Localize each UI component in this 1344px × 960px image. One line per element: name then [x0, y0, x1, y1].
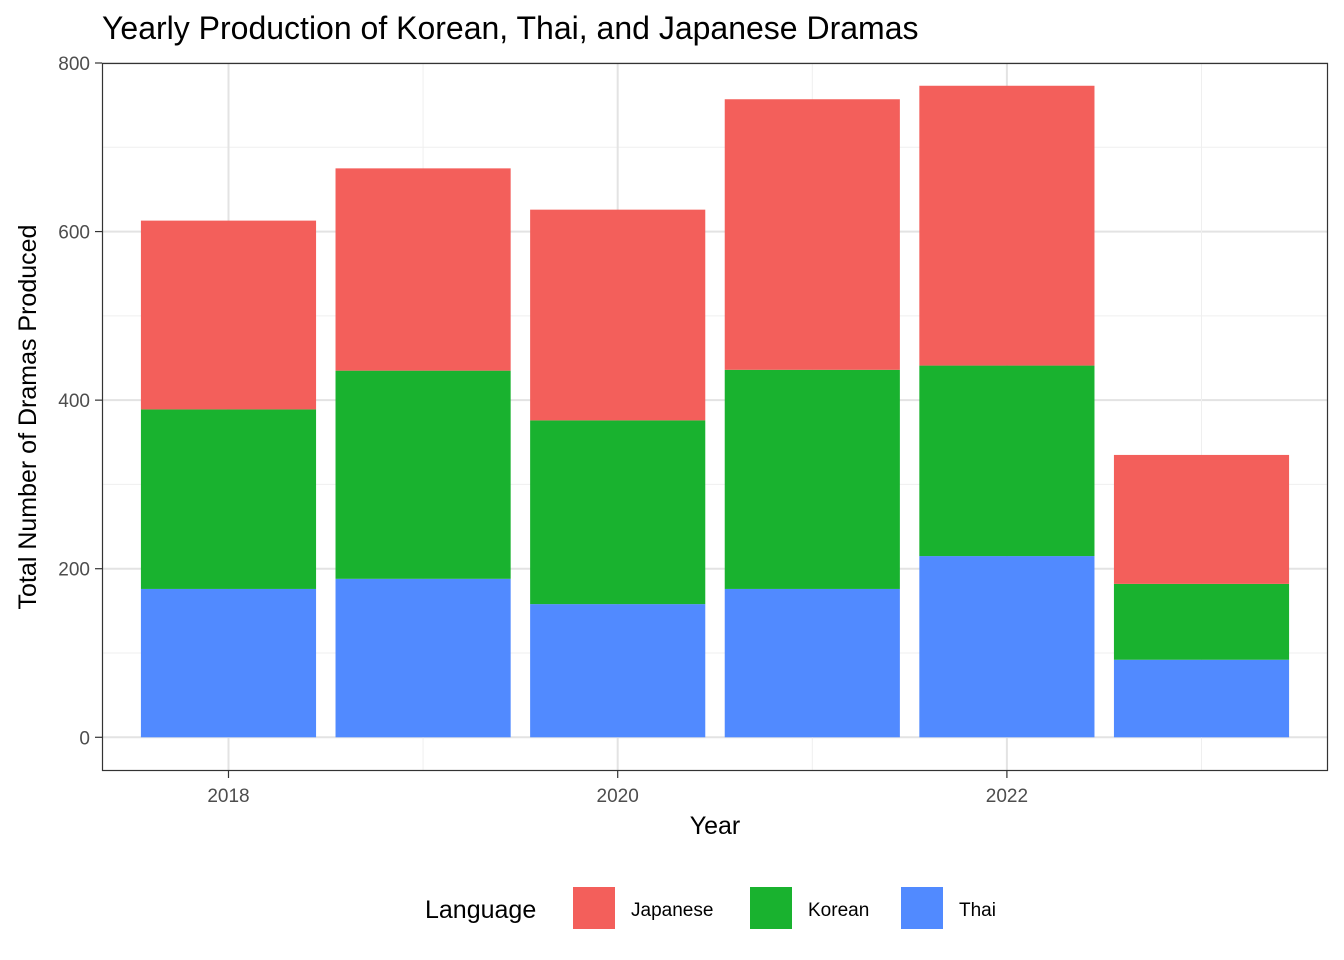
x-tick-label: 2022	[986, 786, 1028, 807]
legend-swatch-thai	[901, 887, 943, 929]
bar-japanese-2023	[1113, 454, 1290, 584]
legend-swatch-korean	[750, 887, 792, 929]
bar-thai-2020	[530, 604, 706, 738]
legend-title: Language	[425, 896, 536, 924]
x-axis: 2018 2020 2022	[207, 771, 1028, 807]
bar-thai-2019	[335, 578, 511, 738]
plot-border	[101, 62, 1329, 772]
bars	[140, 85, 1290, 738]
chart-title: Yearly Production of Korean, Thai, and J…	[102, 10, 919, 46]
bar-japanese-2020	[530, 209, 706, 421]
legend: Language Japanese Korean Thai	[425, 887, 996, 929]
bar-thai-2018	[140, 588, 317, 738]
y-tick-label: 400	[58, 391, 90, 412]
x-tick-label: 2020	[597, 786, 639, 807]
x-axis-title: Year	[690, 812, 741, 840]
legend-label-thai: Thai	[959, 900, 996, 921]
bar-thai-2022	[919, 556, 1095, 738]
bar-korean-2019	[335, 370, 511, 579]
bar-thai-2023	[1113, 659, 1290, 738]
bar-korean-2018	[140, 409, 317, 589]
y-tick-label: 200	[58, 560, 90, 581]
bar-korean-2023	[1113, 583, 1290, 660]
y-tick-label: 600	[58, 223, 90, 244]
bar-japanese-2021	[724, 99, 900, 370]
bar-japanese-2019	[335, 168, 511, 371]
bar-korean-2022	[919, 365, 1095, 557]
legend-label-korean: Korean	[808, 900, 869, 921]
legend-label-japanese: Japanese	[631, 900, 713, 921]
y-tick-label: 800	[58, 54, 90, 75]
y-axis-title: Total Number of Dramas Produced	[14, 225, 42, 610]
y-axis: 0 200 400 600 800	[58, 54, 102, 749]
bar-korean-2021	[724, 369, 900, 589]
bar-korean-2020	[530, 420, 706, 605]
x-tick-label: 2018	[207, 786, 249, 807]
bar-thai-2021	[724, 588, 900, 738]
y-tick-label: 0	[79, 728, 90, 749]
bar-japanese-2018	[140, 220, 317, 410]
legend-swatch-japanese	[573, 887, 615, 929]
bar-japanese-2022	[919, 85, 1095, 366]
